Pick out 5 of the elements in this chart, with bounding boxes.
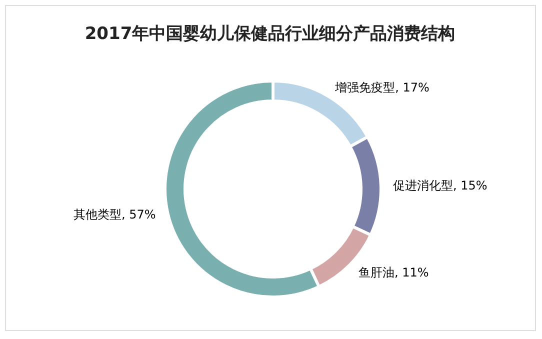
chart-title: 2017年中国婴幼儿保健品行业细分产品消费结构 [84,24,456,44]
slice-label: 其他类型, 57% [74,208,156,222]
slice-label: 鱼肝油, 11% [358,265,429,280]
slice-label: 促进消化型, 15% [392,178,488,192]
slice-label: 增强免疫型, 17% [334,80,430,94]
